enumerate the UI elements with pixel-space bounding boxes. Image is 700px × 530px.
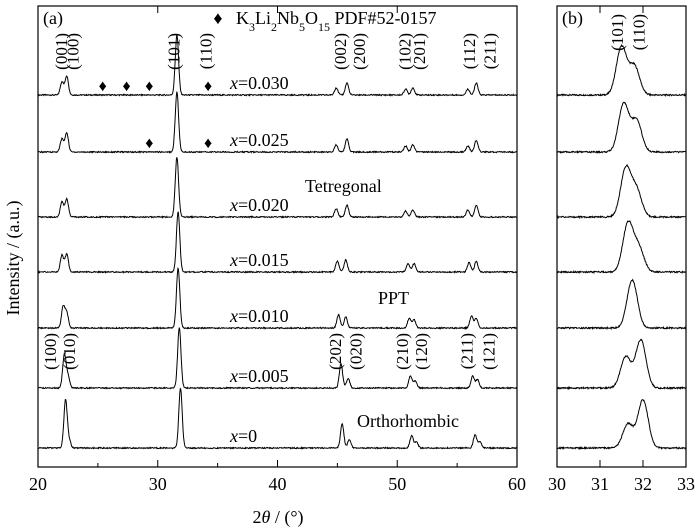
y-axis-label: Intensity / (a.u.) (3, 201, 24, 316)
zoom-pattern-line (556, 101, 687, 154)
xrd-pattern-line (37, 267, 518, 331)
series-label: x=0.025 (229, 130, 289, 150)
impurity-marker: ♦ (123, 78, 131, 95)
series-label-value: =0.005 (238, 366, 289, 386)
series-label-var: x (229, 366, 238, 386)
series-label-var: x (229, 306, 238, 326)
legend-entry: K3Li2Nb5O15 PDF#52-0157 (236, 8, 437, 34)
x-tick-label-a: 50 (388, 474, 406, 494)
hkl-label-tetragonal: (112) (460, 33, 479, 69)
xrd-pattern-line (37, 34, 518, 97)
zoom-pattern-line (556, 338, 687, 391)
x-tick-label-a: 60 (508, 474, 526, 494)
zoom-pattern-line (556, 399, 687, 451)
impurity-marker: ♦ (145, 135, 153, 152)
hkl-label-tetragonal: (102) (395, 33, 414, 70)
legend-formula-text: Nb (277, 8, 299, 28)
x-tick-label-a: 20 (29, 474, 47, 494)
legend-formula-subscript: 3 (249, 20, 255, 34)
zoom-pattern-line (556, 278, 687, 331)
x-tick-label-b: 31 (591, 474, 609, 494)
hkl-label-tetragonal: (002) (331, 33, 350, 70)
series-label-value: =0.015 (238, 250, 289, 270)
hkl-label-orthorhombic: (120) (412, 333, 431, 370)
hkl-label-b: (101) (608, 14, 627, 51)
legend-formula-text: PDF#52-0157 (330, 8, 437, 28)
series-label-var: x (229, 73, 238, 93)
x-tick-label-b: 30 (548, 474, 566, 494)
xrd-pattern-line (37, 211, 518, 274)
impurity-marker: ♦ (204, 135, 212, 152)
series-label: x=0.030 (229, 73, 289, 93)
series-label: x=0.005 (229, 366, 289, 386)
x-tick-label-b: 33 (677, 474, 695, 494)
panel-a: 20 30 40 50 60x=0.030x=0.025x=0.020x=0.015x=… (29, 5, 526, 494)
legend-formula-subscript: 2 (271, 20, 277, 34)
zoom-pattern-line (556, 163, 687, 220)
series-label: x=0.020 (229, 195, 289, 215)
series-label-var: x (229, 130, 238, 150)
hkl-label-orthorhombic: (020) (346, 333, 365, 370)
legend-marker: ♦ (213, 8, 222, 28)
hkl-label-orthorhombic: (211) (458, 333, 477, 369)
series-label-var: x (229, 426, 238, 446)
x-tick-label-b: 32 (634, 474, 652, 494)
legend-formula-text: O (305, 8, 318, 28)
x-axis-label: 2θ / (°) (252, 507, 303, 528)
series-label-value: =0.010 (238, 306, 289, 326)
series-label: x=0.015 (229, 250, 289, 270)
impurity-marker: ♦ (204, 78, 212, 95)
phase-label: PPT (378, 288, 409, 308)
impurity-marker: ♦ (99, 78, 107, 95)
hkl-label-tetragonal: (201) (410, 33, 429, 70)
hkl-label-orthorhombic: (100) (41, 333, 60, 370)
series-label-var: x (229, 195, 238, 215)
phase-label: Orthorhombic (357, 411, 459, 431)
panel-label-a: (a) (43, 8, 63, 29)
hkl-label-orthorhombic: (010) (60, 333, 79, 370)
series-label-value: =0.025 (238, 130, 289, 150)
xrd-pattern-line (38, 91, 518, 154)
hkl-label-orthorhombic: (210) (393, 333, 412, 370)
panel-b: 30 31 32 33 (b) (101) (110) (548, 5, 695, 494)
x-tick-label-a: 30 (149, 474, 167, 494)
series-label-value: =0.030 (238, 73, 289, 93)
hkl-label-tetragonal: (001) (52, 33, 71, 70)
hkl-label-orthorhombic: (202) (326, 333, 345, 370)
plot-frame-b (556, 5, 687, 468)
phase-label: Tetregonal (305, 176, 382, 196)
hkl-label-tetragonal: (200) (350, 33, 369, 70)
hkl-label-tetragonal: (100) (64, 33, 83, 70)
zoom-pattern-line (556, 220, 687, 275)
xrd-pattern-line (37, 157, 518, 219)
series-label: x=0 (229, 426, 257, 446)
legend-formula-text: Li (255, 8, 271, 28)
impurity-marker: ♦ (145, 78, 153, 95)
hkl-label-tetragonal: (110) (197, 33, 216, 69)
x-tick-label-a: 40 (269, 474, 287, 494)
zoom-pattern-line (556, 43, 687, 98)
series-label: x=0.010 (229, 306, 289, 326)
hkl-label-orthorhombic: (121) (479, 333, 498, 370)
legend-formula-subscript: 5 (299, 20, 305, 34)
series-label-var: x (229, 250, 238, 270)
panel-label-b: (b) (562, 8, 583, 29)
legend-formula-text: K (236, 8, 249, 28)
hkl-label-b: (110) (630, 14, 649, 50)
hkl-label-tetragonal: (101) (164, 33, 183, 70)
xrd-pattern-line (37, 327, 518, 390)
series-label-value: =0 (238, 426, 257, 446)
hkl-label-tetragonal: (211) (480, 33, 499, 69)
xrd-pattern-line (37, 387, 518, 450)
legend-formula-subscript: 15 (318, 20, 330, 34)
series-label-value: =0.020 (238, 195, 289, 215)
